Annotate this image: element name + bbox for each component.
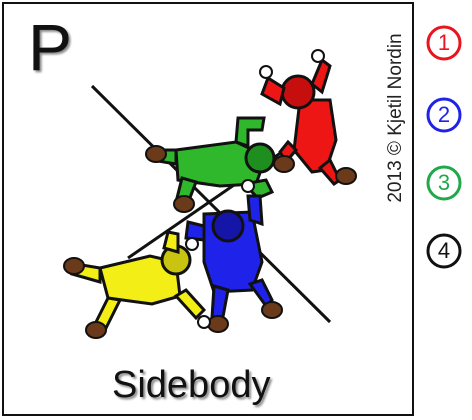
legend-number: 1 <box>437 30 451 55</box>
legend-circle-icon <box>426 165 462 201</box>
legend-circle-icon <box>426 233 462 269</box>
legend-number: 3 <box>437 170 451 195</box>
blue-jumper-icon <box>184 194 283 333</box>
slot-axis-line <box>90 84 332 324</box>
legend-number: 4 <box>437 238 451 263</box>
green-jumper-icon <box>145 116 276 213</box>
legend-item-1: 1 <box>425 24 463 62</box>
yellow-jumper-icon <box>63 230 211 339</box>
card-frame <box>2 2 414 416</box>
legend-circle-icon <box>426 25 462 61</box>
legend-item-4: 4 <box>425 232 463 270</box>
formation-letter: P <box>28 10 73 84</box>
formation-name: Sidebody <box>112 364 271 406</box>
legend-circle-icon <box>426 97 462 133</box>
credit-text: 2013 © Kjetil Nordin <box>385 33 406 203</box>
red-jumper-icon <box>259 49 357 186</box>
legend-number: 2 <box>437 102 451 127</box>
legend-item-2: 2 <box>425 96 463 134</box>
legend-item-3: 3 <box>425 164 463 202</box>
